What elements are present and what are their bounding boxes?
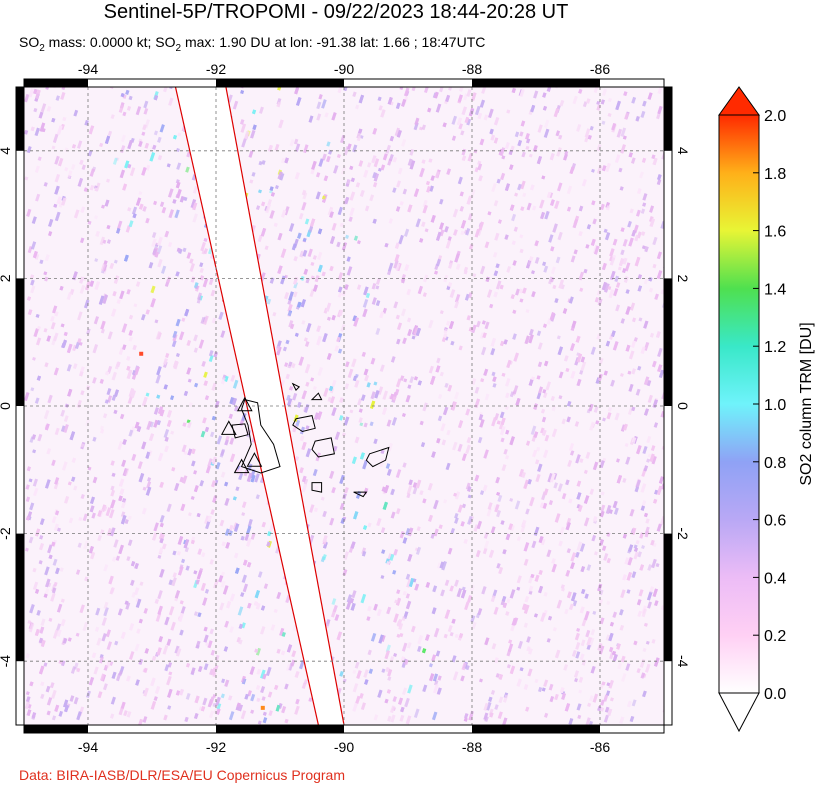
island-outline <box>353 491 368 498</box>
colorbar-tick-label: 1.2 <box>764 339 786 356</box>
lon-tick-label-bottom: -90 <box>334 739 354 755</box>
lat-tick-label-right: 0 <box>675 402 691 410</box>
lat-tick-label-left: 0 <box>0 402 13 410</box>
lat-tick-label-right: 2 <box>675 275 691 283</box>
colorbar-tick-label: 2.0 <box>764 108 786 125</box>
data-credit: Data: BIRA-IASB/DLR/ESA/EU Copernicus Pr… <box>19 767 346 783</box>
map-title: Sentinel-5P/TROPOMI - 09/22/2023 18:44-2… <box>103 1 569 23</box>
volcano-markers <box>220 396 263 474</box>
lat-tick-label-left: -4 <box>0 655 13 668</box>
lat-tick-label-left: -2 <box>0 527 13 540</box>
lon-tick-label-bottom: -86 <box>590 739 610 755</box>
axis-ticks: -94 -94 -92 -92 -90 -90 -88 -88 -86 -86 4 4 2 2 0 0 -2 -2… <box>0 61 691 755</box>
lon-tick-label-bottom: -92 <box>206 739 226 755</box>
map-frame <box>15 78 673 734</box>
colorbar-tick-label: 0.8 <box>764 455 786 472</box>
lon-tick-label-top: -86 <box>590 61 610 77</box>
volcano-triangle-icon <box>236 396 253 412</box>
frame-segment <box>216 725 344 733</box>
colorbar-over-triangle <box>718 86 760 116</box>
subtitle-part: mass: 0.0000 kt; SO <box>44 34 176 50</box>
lon-tick-label-bottom: -88 <box>462 739 482 755</box>
frame-segment <box>472 725 600 733</box>
colorbar-tick-label: 0.6 <box>764 513 786 530</box>
lat-tick-label-right: -4 <box>675 655 691 668</box>
lon-tick-label-top: -90 <box>334 61 354 77</box>
colorbar-tick-label: 0.2 <box>764 628 786 645</box>
subtitle-part: max: 1.90 DU at lon: -91.38 lat: 1.66 ; … <box>181 34 486 50</box>
frame-segment <box>664 533 672 662</box>
subtitle-part: SO <box>19 34 40 50</box>
volcano-triangle-icon <box>246 452 263 467</box>
colorbar: 0.0 0.2 0.4 0.6 0.8 1.0 1.2 1.4 1.6 1.8 2.0 SO2 col… <box>718 86 815 733</box>
subtitle-subscript: 2 <box>39 42 45 54</box>
lon-tick-label-top: -92 <box>206 61 226 77</box>
colorbar-tick-label: 1.6 <box>764 224 786 241</box>
swath-edge-right <box>225 87 345 725</box>
frame-segment <box>16 87 24 151</box>
frame-segment <box>664 278 672 406</box>
volcano-triangle-icon <box>233 458 250 474</box>
island-outline <box>365 446 390 468</box>
frame-segment <box>216 79 344 87</box>
lat-tick-label-right: 4 <box>675 147 691 155</box>
lon-tick-label-top: -94 <box>78 61 98 77</box>
lon-tick-label-top: -88 <box>462 61 482 77</box>
galapagos-coastline <box>231 382 390 498</box>
so2-hot-pixel <box>139 351 144 356</box>
lon-tick-label-bottom: -94 <box>78 739 98 755</box>
island-outline <box>311 437 335 458</box>
frame-segment <box>24 725 88 733</box>
lat-tick-label-left: 2 <box>0 274 13 282</box>
swath-edge-left <box>174 87 319 725</box>
colorbar-under-triangle <box>718 692 760 733</box>
colorbar-tick-label: 1.8 <box>764 166 786 183</box>
island-outline <box>240 399 281 474</box>
island-outline <box>311 482 323 493</box>
island-outline <box>292 415 316 433</box>
so2-hot-pixel <box>260 705 265 710</box>
island-outline <box>291 382 301 391</box>
colorbar-label: SO2 column TRM [DU] <box>798 322 815 485</box>
frame-segment <box>24 79 88 87</box>
colorbar-tick-label: 0.4 <box>764 570 786 587</box>
map-subtitle: SO2 mass: 0.0000 kt; SO2 max: 1.90 DU at… <box>19 33 485 58</box>
colorbar-tick-label: 1.0 <box>764 397 786 414</box>
volcano-triangle-icon <box>220 420 237 435</box>
island-outline <box>310 392 323 401</box>
frame-segment <box>16 533 24 662</box>
lat-tick-label-right: -2 <box>675 527 691 540</box>
frame-segment <box>472 79 600 87</box>
subtitle-subscript: 2 <box>175 42 182 54</box>
map-grid <box>24 87 664 725</box>
island-outline <box>231 423 249 439</box>
colorbar-tick-label: 0.0 <box>764 686 786 703</box>
colorbar-gradient <box>718 114 760 694</box>
lat-tick-label-left: 4 <box>0 147 13 155</box>
frame-segment <box>16 278 24 406</box>
frame-segment <box>664 87 672 151</box>
colorbar-tick-label: 1.4 <box>764 281 786 298</box>
